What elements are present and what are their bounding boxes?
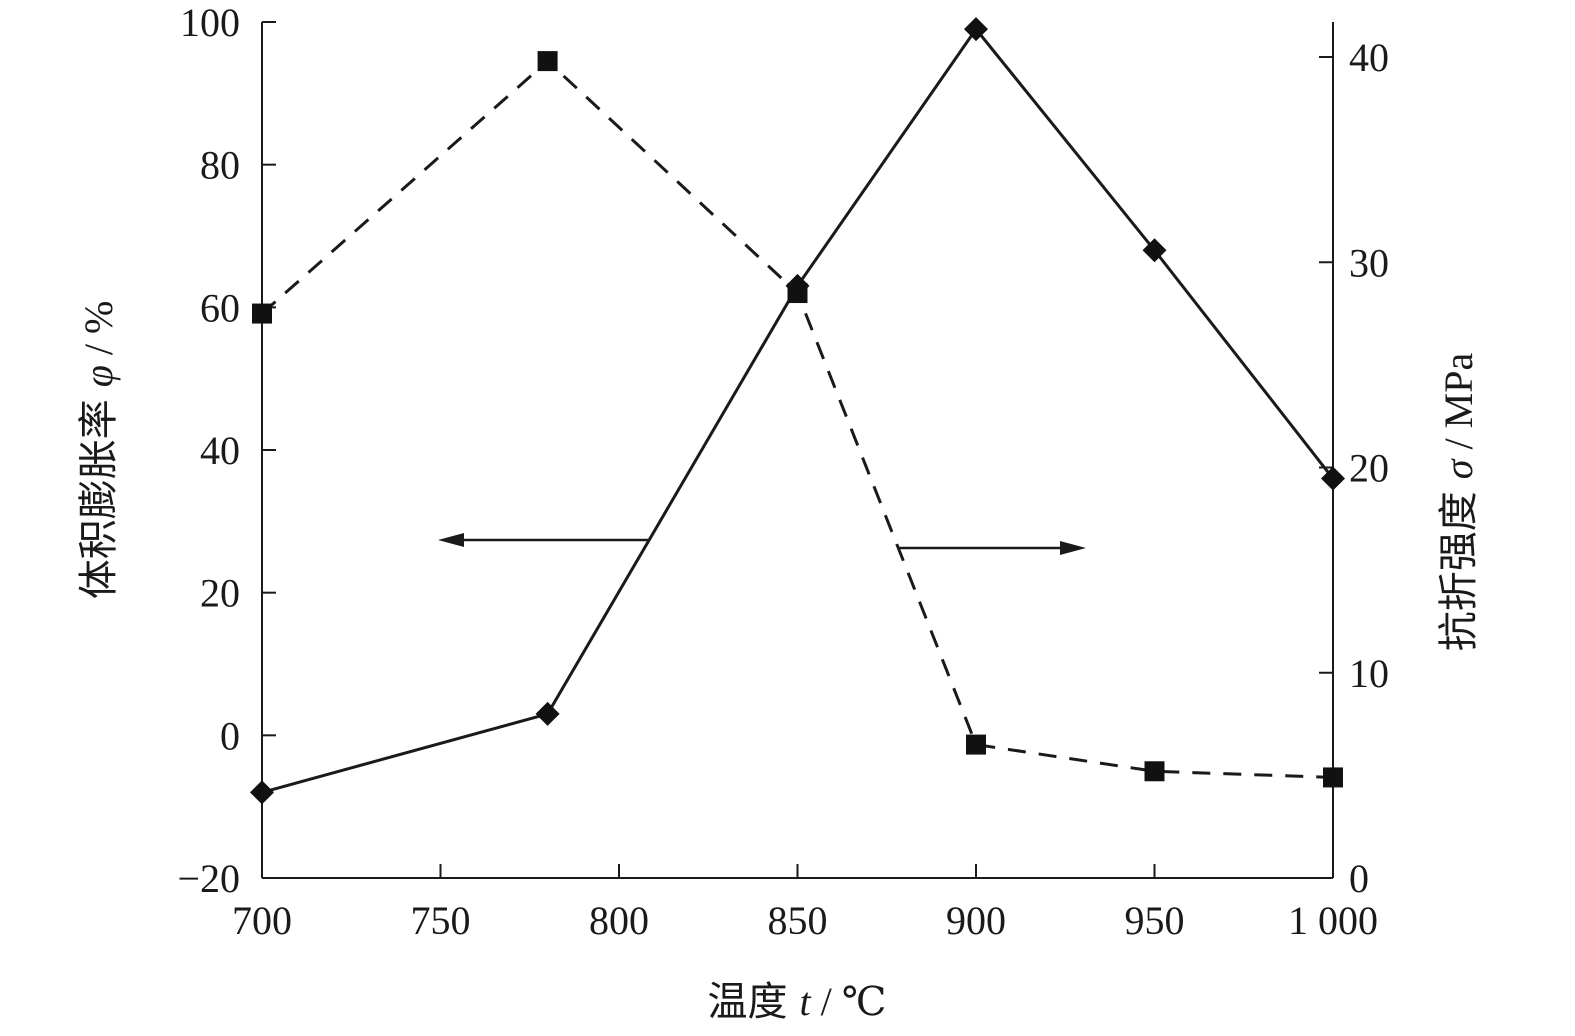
left-y-tick-label: 20 — [200, 571, 240, 616]
right-y-axis-title-main: 抗折强度 — [1436, 491, 1482, 651]
left-y-axis-title-sep: / — [76, 334, 121, 365]
right-y-axis-title-unit: MPa — [1436, 353, 1481, 429]
x-axis-title-sep: / — [811, 979, 842, 1024]
left-y-tick-label: 100 — [180, 0, 240, 45]
x-axis-title-main: 温度 — [708, 979, 788, 1025]
strength-square-marker — [537, 51, 558, 72]
right-y-tick-label: 0 — [1349, 856, 1369, 901]
left-y-axis-title-var: φ — [76, 365, 121, 387]
expansion-diamond-marker — [250, 780, 274, 805]
left-y-axis-title: 体积膨胀率 φ / % — [76, 301, 122, 600]
axis-titles: 温度 t / ℃ 体积膨胀率 φ / % 抗折强度 σ / MPa — [76, 301, 1482, 1025]
left-y-tick-label: −20 — [177, 856, 240, 901]
right-y-tick-label: 10 — [1349, 651, 1389, 696]
left-y-tick-label: 0 — [220, 713, 240, 758]
right-y-tick-label: 20 — [1349, 446, 1389, 491]
strength-square-marker — [966, 734, 986, 755]
strength-square-marker — [1144, 761, 1165, 782]
x-tick-label: 800 — [589, 898, 649, 943]
annotations — [438, 533, 1086, 555]
strength-square-marker — [787, 283, 808, 304]
expansion-diamond-marker — [964, 17, 988, 42]
series — [250, 17, 1345, 805]
strength-square-marker — [1323, 767, 1343, 788]
strength-square-marker — [252, 303, 272, 324]
ticks: 700 750 800 850 900 950 1 000−2002040608010001… — [177, 0, 1389, 943]
strength-series-line — [261, 59, 1334, 779]
left-y-tick-label: 80 — [200, 143, 240, 188]
right-y-axis-title: 抗折强度 σ / MPa — [1436, 353, 1482, 652]
right-y-axis-title-sep: / — [1436, 428, 1481, 459]
x-axis-title-var: t — [800, 979, 812, 1024]
left-axis-arrow-head — [438, 533, 464, 547]
x-tick-label: 950 — [1125, 898, 1185, 943]
x-tick-label: 850 — [768, 898, 828, 943]
left-y-tick-label: 60 — [200, 285, 240, 330]
right-y-axis-title-var: σ — [1436, 458, 1481, 479]
x-axis-title-unit: ℃ — [842, 979, 887, 1024]
left-y-tick-label: 40 — [200, 428, 240, 473]
expansion-diamond-marker — [1142, 238, 1167, 263]
x-tick-label: 750 — [411, 898, 471, 943]
x-tick-label: 900 — [946, 898, 1006, 943]
expansion-series-line — [261, 26, 1335, 794]
right-y-tick-label: 40 — [1349, 35, 1389, 80]
left-y-axis-title-unit: % — [76, 301, 121, 334]
x-tick-label: 700 — [232, 898, 292, 943]
right-axis-arrow-head — [1060, 541, 1086, 555]
x-axis-title: 温度 t / ℃ — [708, 979, 887, 1025]
x-tick-label: 1 000 — [1288, 898, 1378, 943]
right-y-tick-label: 30 — [1349, 240, 1389, 285]
expansion-diamond-marker — [535, 701, 560, 726]
left-y-axis-title-main: 体积膨胀率 — [76, 399, 122, 599]
expansion-diamond-marker — [1321, 466, 1345, 491]
